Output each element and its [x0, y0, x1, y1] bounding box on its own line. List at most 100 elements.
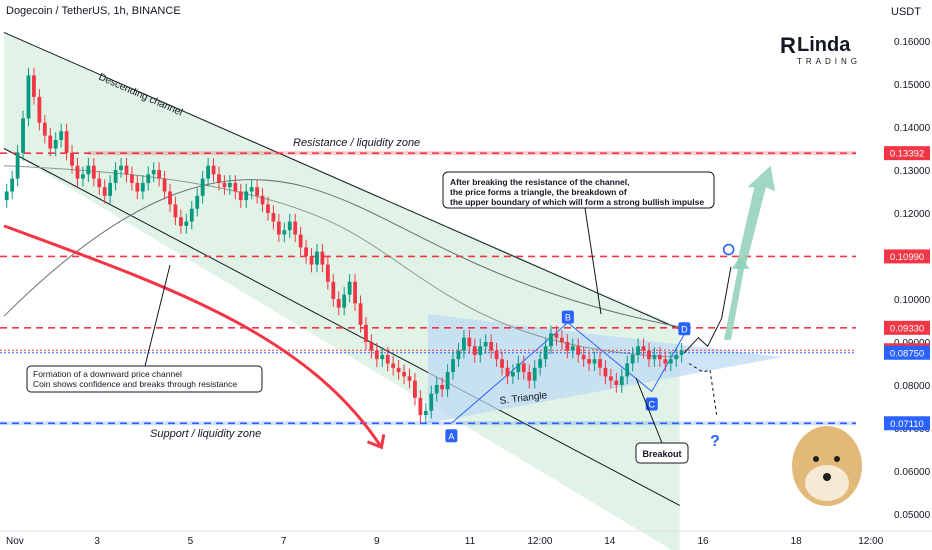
candle-body — [500, 359, 504, 368]
candle-body — [287, 221, 292, 231]
candle-body — [309, 256, 314, 265]
candle-body — [657, 354, 662, 360]
point-marker-a — [445, 429, 458, 443]
candle-body — [59, 131, 64, 140]
candle-body — [75, 165, 80, 179]
candle-body — [385, 354, 390, 364]
candle-body — [489, 342, 494, 351]
candle-body — [592, 359, 597, 364]
candle-body — [244, 191, 249, 201]
candle-body — [206, 165, 211, 179]
doge-muzzle — [805, 465, 849, 501]
candle-body — [347, 281, 352, 295]
candle-body — [538, 359, 543, 368]
candle-body — [603, 367, 608, 377]
x-tick-label-7: 14 — [604, 536, 616, 547]
candle-body — [282, 230, 287, 235]
x-tick-label-0: Nov — [6, 536, 24, 547]
candle-body — [668, 359, 673, 364]
candle-body — [86, 165, 91, 175]
x-tick-label-8: 16 — [697, 536, 709, 547]
doge-eye-left — [813, 456, 819, 462]
candle-body — [108, 182, 113, 196]
candle-body — [320, 251, 325, 265]
y-tick-label-8: 0.08000 — [894, 381, 931, 392]
formation-callout — [26, 365, 263, 393]
level-tag-2 — [884, 320, 930, 335]
candle-body — [178, 217, 183, 226]
candle-body — [211, 165, 216, 175]
point-label-a: A — [448, 431, 454, 441]
candle-body — [81, 174, 85, 179]
candle-body — [614, 380, 619, 385]
x-tick-label-10: 12:00 — [858, 536, 883, 547]
candle-body — [647, 350, 651, 360]
candle-body — [625, 363, 630, 377]
candle-body — [4, 191, 9, 201]
candle-body — [456, 350, 461, 360]
logo-brand: Linda — [797, 34, 851, 56]
logo-letter: R — [780, 33, 796, 58]
breakout-label: Breakout — [642, 449, 681, 459]
decline-arrow-curve — [3, 224, 383, 449]
candle-body — [478, 346, 483, 355]
candle-body — [173, 204, 178, 218]
candle-body — [37, 96, 42, 123]
candle-body — [271, 213, 276, 222]
candle-body — [48, 135, 53, 149]
breakout-pointer — [635, 377, 663, 444]
candle-body — [293, 221, 298, 235]
candle-body — [608, 376, 613, 381]
candle-body — [429, 393, 434, 411]
candle-body — [255, 187, 259, 196]
candle-body — [353, 281, 357, 304]
x-tick-label-6: 12:00 — [527, 536, 552, 547]
candle-body — [135, 182, 140, 192]
moving-average-fast — [3, 165, 680, 358]
candle-body — [304, 247, 308, 256]
candle-body — [641, 346, 646, 351]
candle-body — [140, 182, 145, 192]
abcd-pattern-line — [451, 321, 685, 424]
candle-body — [451, 359, 455, 373]
breakout-note-text: After breaking the resistance of the cha… — [450, 177, 630, 187]
candle-body — [467, 337, 472, 347]
candle-body — [102, 187, 107, 196]
candle-body — [527, 372, 532, 381]
candle-body — [217, 174, 221, 183]
doge-eye-right — [834, 456, 840, 462]
candle-body — [549, 333, 553, 347]
point-marker-c — [645, 397, 658, 411]
candle-body — [298, 234, 303, 248]
candle-body — [195, 195, 200, 209]
candle-body — [189, 208, 194, 222]
level-tag-label-4: 0.08750 — [890, 348, 924, 359]
candle-body — [358, 303, 363, 325]
breakout-callout — [442, 171, 715, 209]
candle-body — [423, 410, 428, 416]
bullish-arrow-small — [723, 256, 750, 340]
symbol-title: Dogecoin / TetherUS, 1h, BINANCE — [6, 5, 181, 17]
candle-body — [200, 178, 205, 196]
y-tick-label-2: 0.14000 — [894, 123, 931, 134]
candle-body — [331, 281, 336, 299]
candle-body — [619, 376, 624, 385]
candle-body — [413, 380, 417, 398]
candle-body — [532, 367, 537, 381]
candle-body — [663, 359, 668, 364]
x-tick-label-1: 3 — [94, 536, 100, 547]
level-tag-0 — [884, 146, 930, 161]
level-tag-5 — [884, 416, 930, 431]
candle-body — [113, 170, 118, 183]
candle-body — [42, 122, 47, 136]
candle-body — [260, 195, 265, 205]
y-tick-label-10: 0.06000 — [894, 467, 931, 478]
candle-body — [91, 165, 96, 179]
candle-body — [124, 165, 129, 175]
point-marker-d — [678, 322, 691, 336]
candle-body — [505, 367, 510, 377]
target-icon — [722, 243, 735, 256]
candle-body — [407, 376, 412, 381]
candle-body — [238, 191, 243, 201]
